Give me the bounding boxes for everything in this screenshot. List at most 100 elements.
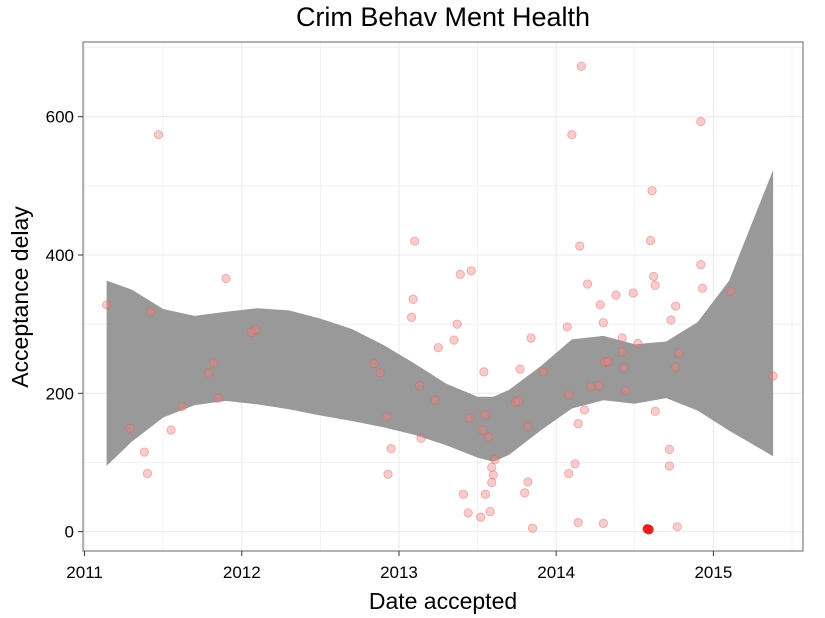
data-point [488,470,498,480]
data-point [633,338,643,349]
data-point [381,412,392,422]
data-point [526,333,536,343]
data-point [375,367,385,378]
data-point [204,368,214,378]
data-point [430,395,440,405]
data-point [490,455,500,465]
data-point [611,290,621,300]
data-point [177,401,187,412]
data-point [697,283,707,293]
data-point [213,393,223,403]
data-point [617,333,627,343]
data-point [458,489,469,499]
x-axis-title: Date accepted [369,588,517,614]
data-point [455,269,465,279]
data-point [515,364,525,374]
data-point [666,315,676,325]
data-point [414,381,425,391]
data-point [570,459,580,469]
confidence-band [106,169,774,466]
data-point [408,294,418,304]
panel-border [82,41,804,552]
data-point [575,241,585,251]
data-point [595,300,605,310]
data-point [208,358,219,368]
data-point [406,312,417,322]
data-point [620,385,630,396]
data-point [221,273,231,284]
x-tick-label: 2011 [66,563,103,582]
data-point [480,410,491,420]
data-point [564,390,574,400]
data-point [386,444,396,454]
data-point [246,327,256,338]
data-point [598,318,608,328]
y-axis-title: Acceptance delay [7,206,33,388]
data-point [449,335,459,345]
data-point [649,271,659,282]
panel-background [83,42,803,551]
data-point [523,477,533,487]
plot-panel: 2011 2012 2013 2014 2015 0 200 400 600 [46,41,804,582]
data-point [142,468,153,479]
data-point [619,363,629,373]
data-point [564,468,574,479]
data-point [513,396,524,406]
data-point [433,343,443,353]
data-point [539,367,549,377]
data-point [696,116,706,127]
data-point [477,425,487,435]
data-point-highlight [644,524,654,535]
data-point [645,235,656,246]
data-point [671,301,681,311]
data-point [696,260,706,270]
data-point [576,61,586,71]
data-point [664,444,674,454]
data-point [562,322,572,332]
data-point [664,461,674,471]
data-point [101,300,112,310]
data-point [617,347,627,357]
data-point [145,307,156,317]
data-point [487,462,497,472]
data-point [768,371,778,381]
data-point [479,367,489,377]
data-point [726,286,736,296]
chart-title: Crim Behav Ment Health [296,2,590,32]
data-point [671,362,681,372]
y-tick-label: 400 [46,246,74,265]
data-point [586,381,596,392]
data-point [650,406,660,416]
data-point [416,433,426,443]
x-tick-label: 2012 [223,563,261,582]
data-point [465,413,475,423]
data-point [567,130,577,140]
data-point [251,325,261,335]
data-point [480,489,491,499]
y-tick-label: 0 [65,523,74,542]
data-point [476,512,486,522]
data-point [598,518,608,528]
data-point [466,266,476,276]
data-point [383,469,393,479]
x-tick-label: 2013 [380,563,418,582]
data-point [628,288,638,298]
data-point [463,508,473,518]
data-point [528,523,538,533]
data-point [166,425,176,435]
data-point [523,421,533,432]
data-point [153,130,164,140]
data-point [487,477,497,488]
data-point [485,506,495,517]
y-tick-label: 600 [46,108,74,127]
data-point [125,423,135,434]
data-point [139,447,149,457]
data-point [674,348,684,358]
x-tick-label: 2015 [694,563,732,582]
data-point [600,357,610,367]
data-point [583,279,593,289]
data-point [647,186,657,196]
data-point [452,319,462,329]
